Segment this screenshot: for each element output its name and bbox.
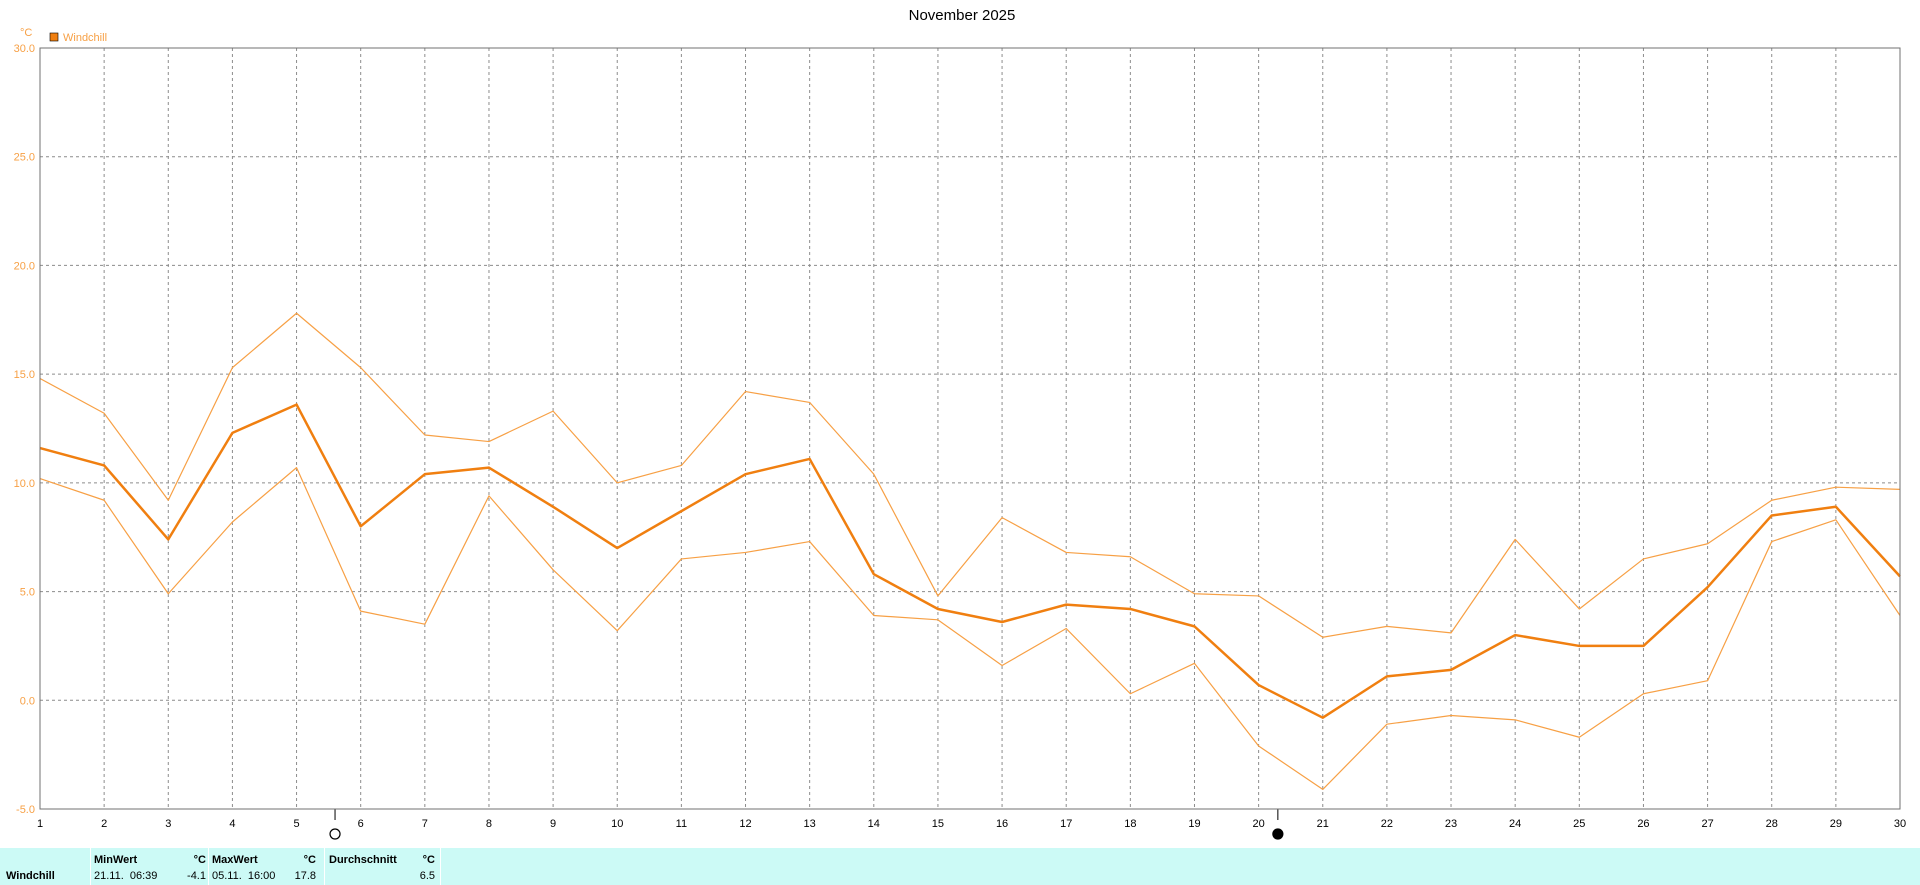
x-tick-label: 23 [1445, 818, 1457, 830]
y-tick-label: 15.0 [14, 369, 35, 381]
x-tick-label: 22 [1381, 818, 1393, 830]
moon-phase-markers [329, 809, 1284, 840]
legend-swatch [49, 32, 59, 42]
stats-max-when: 05.11. 16:00 [212, 870, 276, 882]
stats-avg-cell: Durchschnitt °C 6.5 [329, 848, 435, 885]
y-tick-labels: 30.0 25.0 20.0 15.0 10.0 5.0 0.0 -5.0 [14, 43, 35, 816]
y-axis-unit: °C [20, 27, 32, 39]
new-moon-icon [1272, 828, 1284, 840]
stats-avg-value: 6.5 [419, 870, 435, 882]
stats-min-cell: MinWert °C 21.11. 06:39 -4.1 [94, 848, 206, 885]
x-tick-label: 5 [293, 818, 299, 830]
x-tick-label: 29 [1830, 818, 1842, 830]
x-tick-label: 20 [1252, 818, 1264, 830]
y-tick-label: 20.0 [14, 260, 35, 272]
stats-row-label: Windchill [6, 870, 55, 882]
x-tick-label: 7 [422, 818, 428, 830]
x-tick-label: 28 [1766, 818, 1778, 830]
x-tick-label: 1 [37, 818, 43, 830]
x-tick-label: 25 [1573, 818, 1585, 830]
windchill-chart: November 2025 °C Windchill 30.025.020.01… [14, 7, 1906, 840]
series-line-min [39, 467, 1901, 791]
y-tick-label: 30.0 [14, 43, 35, 55]
x-tick-label: 9 [550, 818, 556, 830]
x-tick-label: 21 [1317, 818, 1329, 830]
x-tick-label: 4 [229, 818, 235, 830]
stats-max-header: MaxWert [212, 854, 258, 866]
x-tick-label: 2 [101, 818, 107, 830]
x-tick-label: 3 [165, 818, 171, 830]
x-tick-label: 11 [676, 818, 687, 830]
stats-min-header: MinWert [94, 854, 138, 866]
stats-avg-header: Durchschnitt [329, 854, 397, 866]
series-lines [39, 312, 1901, 791]
x-tick-label: 10 [611, 818, 623, 830]
x-tick-label: 16 [996, 818, 1008, 830]
x-tick-label: 13 [804, 818, 816, 830]
y-tick-label: -5.0 [16, 804, 35, 816]
series-line-max [39, 312, 1901, 638]
grid [40, 48, 1900, 809]
y-tick-label: 10.0 [14, 478, 35, 490]
x-tick-label: 17 [1060, 818, 1072, 830]
y-tick-label: 0.0 [20, 695, 35, 707]
x-tick-labels: 1 2 3 4 5 6 7 8 9 10 11 12 13 14 15 16 17 18 19 20 21 22 23 24 2… [37, 818, 1906, 830]
stats-bar: Windchill MinWert °C 21.11. 06:39 -4.1 M… [0, 848, 1920, 885]
stats-max-cell: MaxWert °C 05.11. 16:00 17.8 [212, 848, 316, 885]
x-tick-label: 24 [1509, 818, 1521, 830]
stats-min-value: -4.1 [187, 870, 206, 882]
full-moon-icon [329, 828, 341, 840]
y-tick-label: 5.0 [20, 587, 35, 599]
chart-title: November 2025 [909, 7, 1016, 24]
stats-row-label-cell: Windchill [6, 848, 86, 885]
stats-min-when: 21.11. 06:39 [94, 870, 158, 882]
x-tick-label: 14 [868, 818, 880, 830]
x-tick-label: 6 [358, 818, 364, 830]
x-tick-label: 8 [486, 818, 492, 830]
x-tick-label: 18 [1124, 818, 1136, 830]
stats-avg-unit: °C [422, 854, 435, 866]
stats-max-value: 17.8 [294, 870, 316, 882]
stats-min-unit: °C [193, 854, 206, 866]
x-tick-label: 26 [1637, 818, 1649, 830]
series-line-mean [39, 403, 1901, 719]
x-tick-label: 27 [1701, 818, 1713, 830]
x-tick-label: 19 [1188, 818, 1200, 830]
y-tick-label: 25.0 [14, 152, 35, 164]
x-tick-label: 12 [739, 818, 751, 830]
x-tick-label: 15 [932, 818, 944, 830]
plot-frame [39, 47, 1901, 810]
legend-label-windchill: Windchill [63, 32, 107, 44]
x-tick-label: 30 [1894, 818, 1906, 830]
stats-max-unit: °C [303, 854, 316, 866]
